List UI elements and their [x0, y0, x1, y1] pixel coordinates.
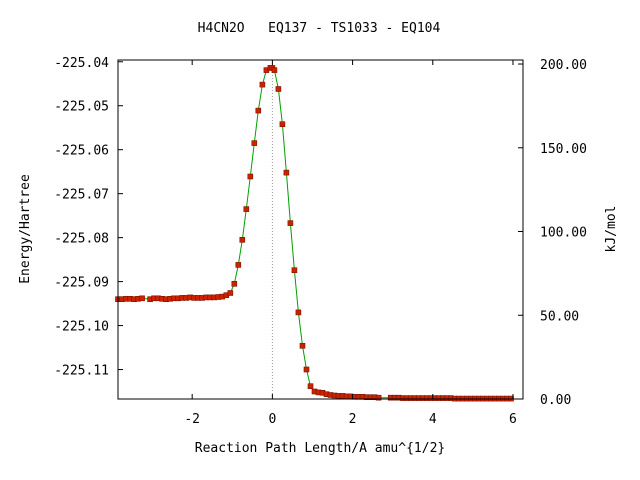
y2-tick-label: 50.00 — [540, 309, 579, 324]
y2-tick-label: 0.00 — [540, 393, 571, 408]
data-point — [275, 86, 282, 92]
y2-axis-label: kJ/mol — [604, 206, 619, 253]
data-point — [283, 169, 290, 176]
x-tick-label: 0 — [268, 412, 276, 427]
data-point — [271, 67, 278, 73]
axes — [117, 59, 524, 400]
data-point — [227, 290, 234, 296]
ticks: -2 0 2 4 6 -225.04 -225.05 -225.06 -225.07 -225.0… — [54, 56, 587, 427]
data-point — [307, 383, 314, 390]
data-point — [299, 342, 306, 349]
data-point — [295, 309, 302, 316]
data-point — [287, 220, 294, 226]
y-tick-label: -225.08 — [54, 232, 109, 247]
data-point — [247, 173, 254, 180]
y-axis-label: Energy/Hartree — [18, 174, 33, 284]
data-point — [375, 394, 382, 401]
data-point — [139, 295, 145, 302]
y-tick-label: -225.11 — [54, 364, 109, 379]
data-point — [235, 262, 242, 268]
data-point — [239, 237, 246, 243]
data-point — [255, 107, 262, 114]
y-tick-label: -225.06 — [54, 144, 109, 159]
chart-title: H4CN2O EQ137 - TS1033 - EQ104 — [198, 21, 441, 36]
y-tick-label: -225.07 — [54, 188, 109, 203]
data-point — [259, 81, 266, 88]
y2-tick-label: 200.00 — [540, 58, 587, 73]
y-tick-label: -225.04 — [54, 56, 109, 71]
y-tick-label: -225.10 — [54, 320, 109, 335]
x-tick-label: 6 — [509, 412, 517, 427]
y-tick-label: -225.05 — [54, 100, 109, 115]
plot-frame — [117, 59, 524, 400]
x-axis-label: Reaction Path Length/A amu^{1/2} — [195, 441, 445, 456]
x-tick-label: 4 — [429, 412, 437, 427]
data-point — [303, 366, 310, 373]
data-point — [251, 140, 258, 146]
y-tick-label: -225.09 — [54, 276, 109, 291]
data-point — [279, 121, 286, 127]
data-point — [291, 267, 298, 274]
data-point — [231, 280, 238, 287]
y2-tick-label: 150.00 — [540, 142, 587, 157]
x-tick-label: 2 — [349, 412, 357, 427]
data-point — [243, 206, 250, 212]
y2-tick-label: 100.00 — [540, 226, 587, 241]
x-tick-label: -2 — [184, 412, 200, 427]
